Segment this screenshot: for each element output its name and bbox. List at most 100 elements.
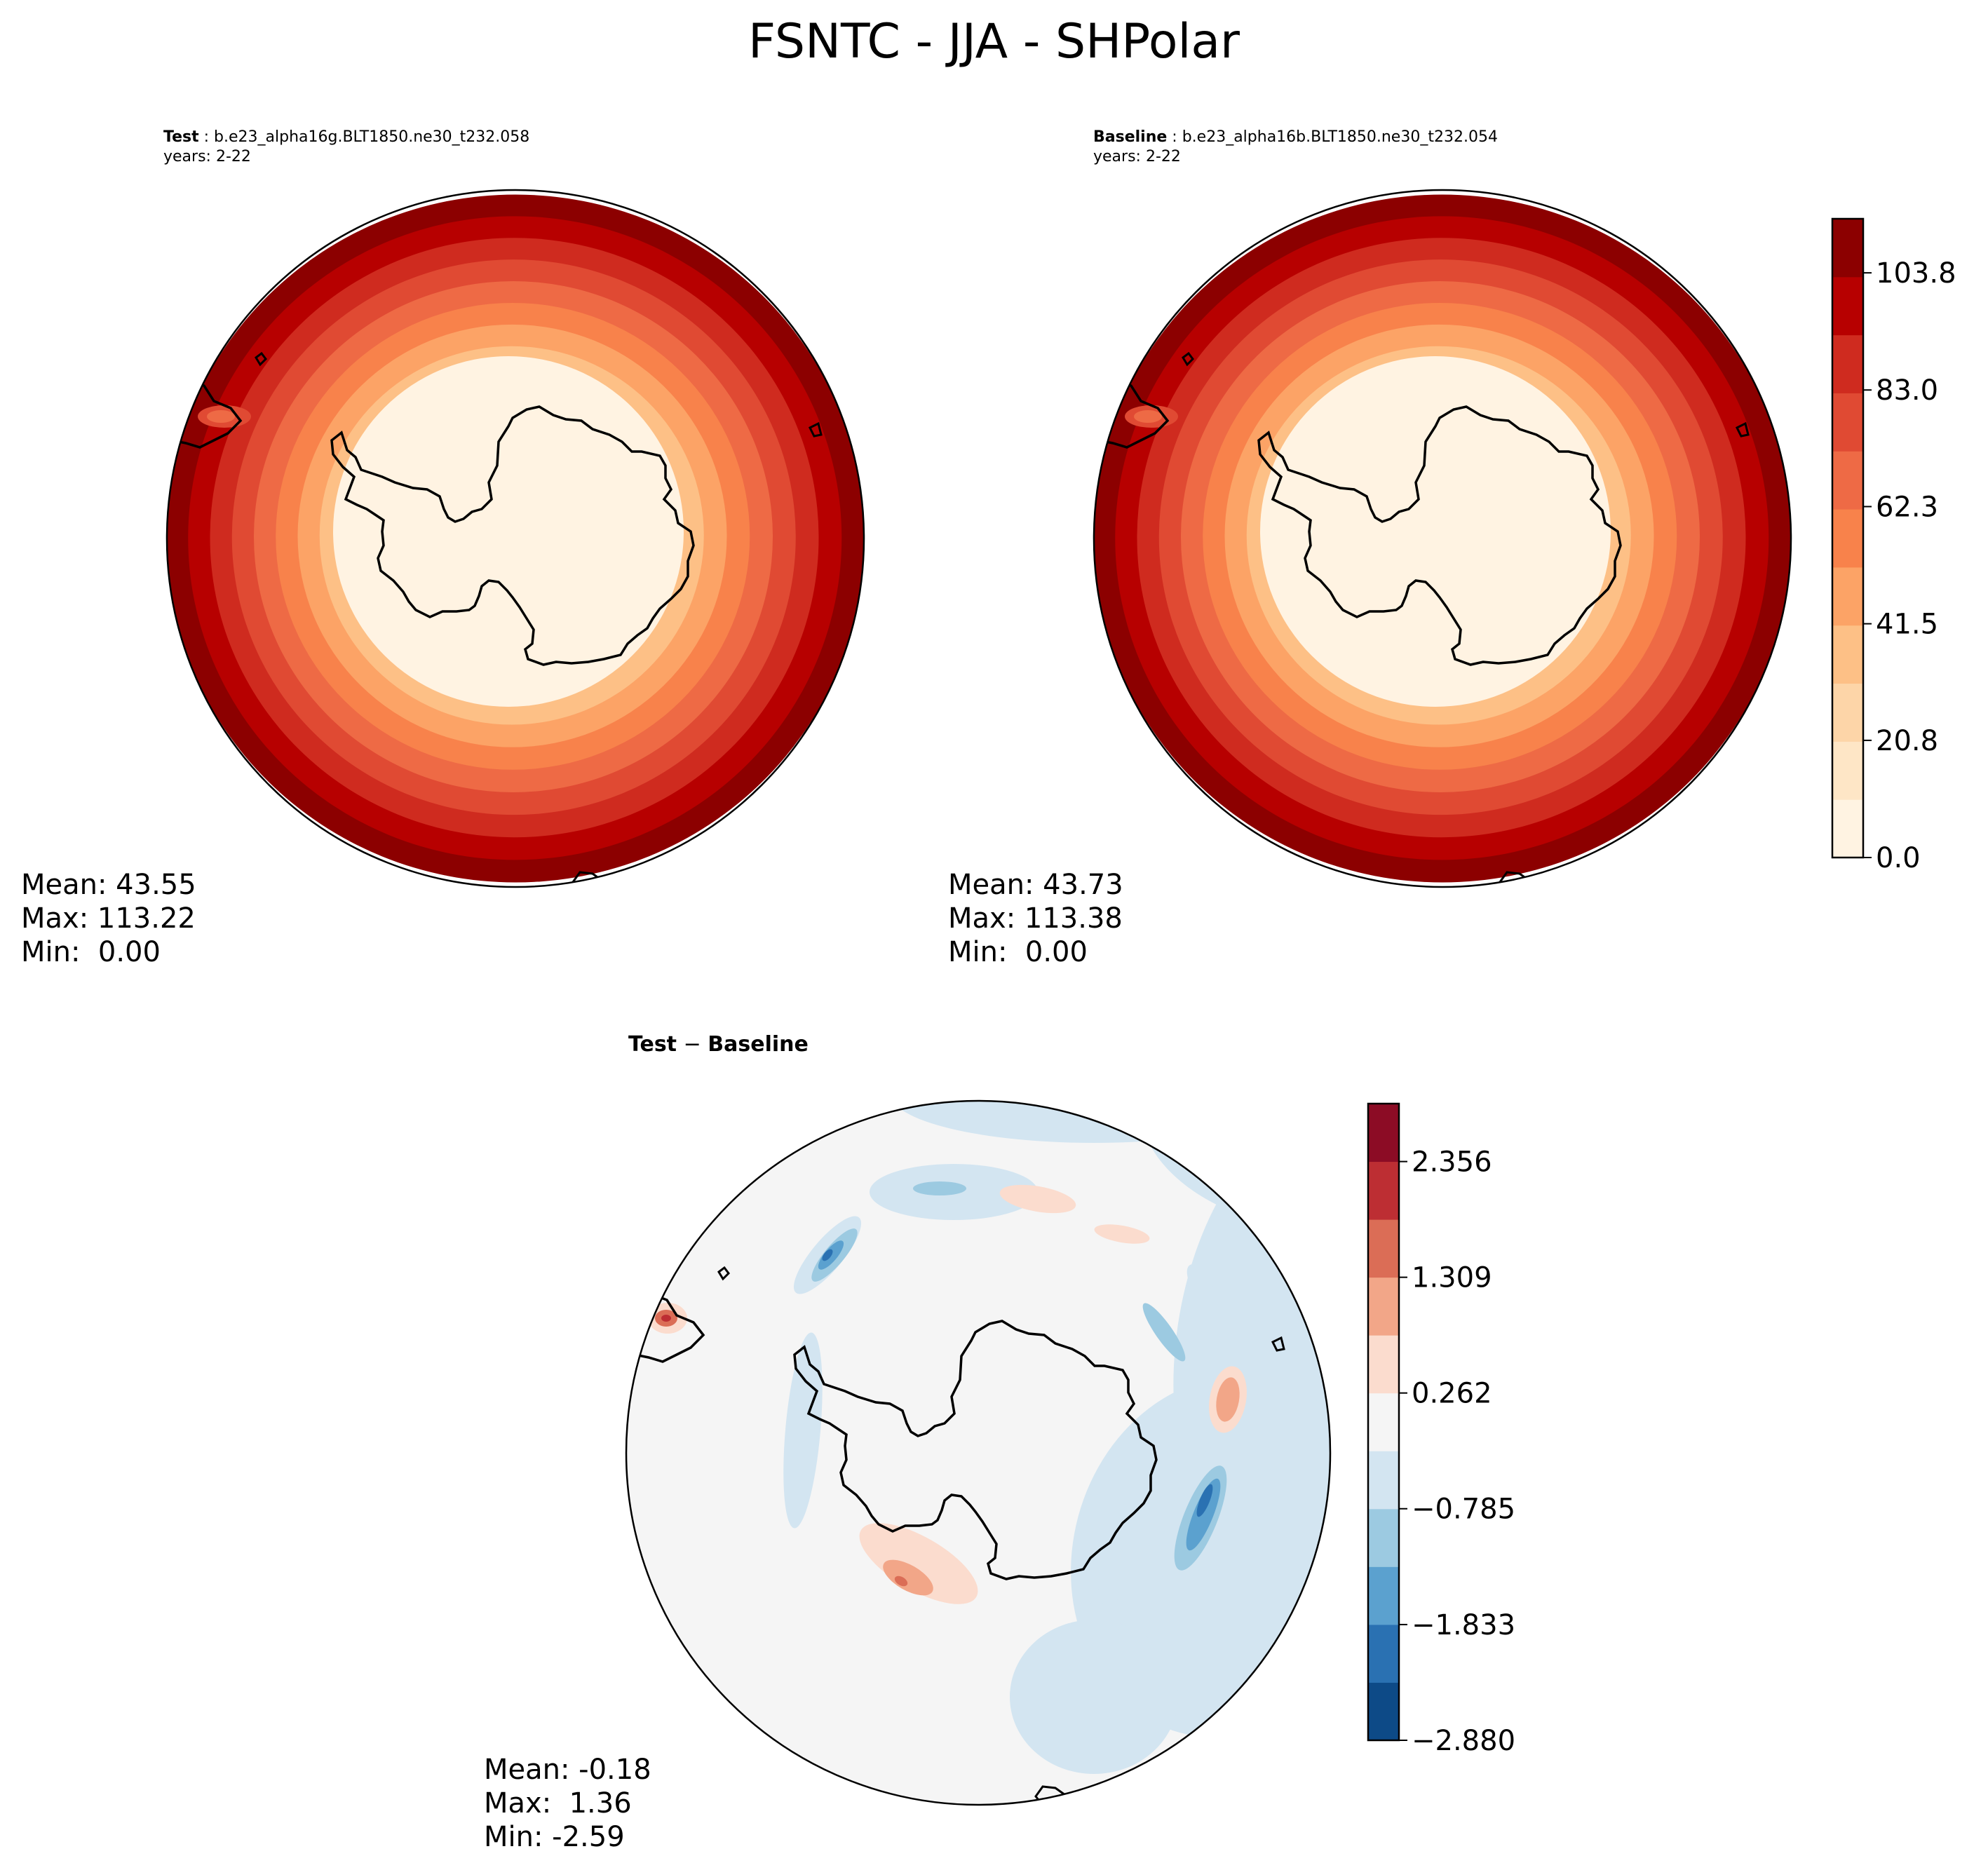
anomaly-contour bbox=[783, 1332, 823, 1529]
colorbar-segment bbox=[1832, 567, 1863, 626]
colorbar-segment bbox=[1832, 799, 1863, 858]
colorbar-tick-label: 41.5 bbox=[1876, 609, 1938, 641]
colorbar-segment bbox=[1368, 1624, 1399, 1683]
contour-band bbox=[333, 356, 684, 707]
anomaly-contour bbox=[999, 1184, 1076, 1214]
anomaly-contour bbox=[891, 1101, 1297, 1143]
figure-title: FSNTC - JJA - SHPolar bbox=[748, 14, 1240, 69]
anomaly-contour bbox=[1216, 1377, 1240, 1422]
diff-stats: Mean: -0.18 Max: 1.36 Min: -2.59 bbox=[484, 1753, 651, 1854]
test-years: years: 2-22 bbox=[163, 148, 251, 165]
antarctica-coastline bbox=[1257, 405, 1622, 666]
falkland-islands-coastline bbox=[1182, 351, 1194, 367]
contour-band bbox=[207, 410, 235, 423]
contour-band bbox=[1134, 410, 1162, 423]
colorbar-tick-label: 0.0 bbox=[1876, 842, 1921, 874]
baseline-map bbox=[1093, 189, 1792, 888]
baseline-label: Baseline bbox=[1093, 128, 1168, 146]
test-label: Test bbox=[163, 128, 199, 146]
colorbar-segment bbox=[1368, 1219, 1399, 1278]
colorbar-segment bbox=[1832, 741, 1863, 800]
falkland-islands-coastline bbox=[255, 351, 267, 367]
kerguelen-coastline bbox=[1271, 1336, 1285, 1352]
diff-max: Max: 1.36 bbox=[484, 1787, 632, 1820]
colorbar-tick-label: 2.356 bbox=[1412, 1146, 1492, 1179]
kerguelen-coastline bbox=[1735, 421, 1750, 438]
colorbar-tick-label: 103.8 bbox=[1876, 257, 1956, 290]
colorbar-tick-label: 20.8 bbox=[1876, 725, 1938, 757]
diff-title-test: Test bbox=[628, 1032, 677, 1057]
baseline-max: Max: 113.38 bbox=[948, 902, 1123, 935]
anomaly-contour bbox=[1186, 1478, 1221, 1551]
anomaly-contour bbox=[1088, 1579, 1142, 1604]
colorbar-tick-label: −1.833 bbox=[1412, 1609, 1515, 1641]
anomaly-contour bbox=[1186, 1264, 1215, 1302]
diff-title-minus: − bbox=[677, 1032, 708, 1057]
anomaly-contour bbox=[1196, 1484, 1213, 1517]
test-min: Min: 0.00 bbox=[21, 936, 161, 968]
baseline-case-name: b.e23_alpha16b.BLT1850.ne30_t232.054 bbox=[1182, 128, 1498, 146]
colorbar-segment bbox=[1832, 276, 1863, 336]
colorbar-segment bbox=[1832, 451, 1863, 510]
antarctica-coastline bbox=[330, 405, 695, 666]
baseline-panel-title: Baseline : b.e23_alpha16b.BLT1850.ne30_t… bbox=[1093, 128, 1498, 165]
test-case-name: b.e23_alpha16g.BLT1850.ne30_t232.058 bbox=[214, 128, 530, 146]
colorbar-segment bbox=[1368, 1393, 1399, 1451]
colorbar-segment bbox=[1368, 1566, 1399, 1625]
colorbar-segment bbox=[1368, 1335, 1399, 1394]
colorbar-tick-label: −2.880 bbox=[1412, 1725, 1515, 1757]
diff-min: Min: -2.59 bbox=[484, 1821, 625, 1853]
test-stats: Mean: 43.55 Max: 113.22 Min: 0.00 bbox=[21, 868, 196, 969]
baseline-colorbar: 0.0 20.8 41.5 62.3 83.0 103.8 bbox=[1831, 217, 1956, 874]
anomaly-contour bbox=[1010, 1620, 1178, 1774]
colorbar-segment bbox=[1832, 509, 1863, 568]
colorbar-segment bbox=[1368, 1451, 1399, 1510]
difference-colorbar: −2.880 −1.833 −0.785 0.262 1.309 2.356 bbox=[1367, 1102, 1515, 1757]
anomaly-contour bbox=[894, 1576, 908, 1587]
test-max: Max: 113.22 bbox=[21, 902, 196, 935]
difference-map bbox=[625, 1099, 1332, 1806]
colorbar-tick-label: −0.785 bbox=[1412, 1493, 1515, 1526]
colorbar-segment bbox=[1832, 219, 1863, 278]
colorbar-tick-label: 0.262 bbox=[1412, 1378, 1492, 1410]
colorbar-tick-label: 83.0 bbox=[1876, 374, 1938, 407]
colorbar-tick-label: 1.309 bbox=[1412, 1262, 1492, 1294]
colorbar-frame bbox=[1831, 217, 1865, 859]
colorbar-segment bbox=[1832, 625, 1863, 684]
baseline-mean: Mean: 43.73 bbox=[948, 869, 1123, 901]
map-boundary bbox=[625, 1099, 1332, 1806]
colorbar-tick-label: 62.3 bbox=[1876, 492, 1938, 524]
anomaly-contour bbox=[822, 1249, 833, 1261]
baseline-stats: Mean: 43.73 Max: 113.38 Min: 0.00 bbox=[948, 868, 1123, 969]
test-mean: Mean: 43.55 bbox=[21, 869, 196, 901]
anomaly-contour bbox=[883, 1559, 933, 1596]
kerguelen-coastline bbox=[808, 421, 823, 438]
contour-band bbox=[1260, 356, 1611, 707]
anomaly-contour bbox=[859, 1523, 978, 1604]
anomaly-contour bbox=[913, 1181, 966, 1195]
map-boundary bbox=[165, 189, 865, 888]
colorbar-segment bbox=[1368, 1104, 1399, 1163]
falkland-islands-coastline bbox=[717, 1266, 730, 1281]
test-map bbox=[165, 189, 865, 888]
colorbar-segment bbox=[1368, 1161, 1399, 1220]
colorbar-segment bbox=[1368, 1508, 1399, 1567]
test-panel-title: Test : b.e23_alpha16g.BLT1850.ne30_t232.… bbox=[163, 128, 530, 165]
colorbar-segment bbox=[1368, 1682, 1399, 1741]
antarctica-coastline bbox=[793, 1320, 1158, 1580]
baseline-min: Min: 0.00 bbox=[948, 936, 1088, 968]
anomaly-contour bbox=[1094, 1224, 1150, 1244]
diff-mean: Mean: -0.18 bbox=[484, 1754, 651, 1786]
baseline-years: years: 2-22 bbox=[1093, 148, 1181, 165]
anomaly-contour bbox=[1206, 1697, 1318, 1805]
colorbar-segment bbox=[1832, 334, 1863, 393]
colorbar-segment bbox=[1832, 393, 1863, 452]
colorbar-segment bbox=[1368, 1277, 1399, 1336]
colorbar-frame bbox=[1367, 1102, 1400, 1742]
diff-title-baseline: Baseline bbox=[708, 1032, 809, 1057]
colorbar-segment bbox=[1832, 683, 1863, 742]
map-boundary bbox=[1093, 189, 1792, 888]
anomaly-contour bbox=[661, 1315, 671, 1322]
